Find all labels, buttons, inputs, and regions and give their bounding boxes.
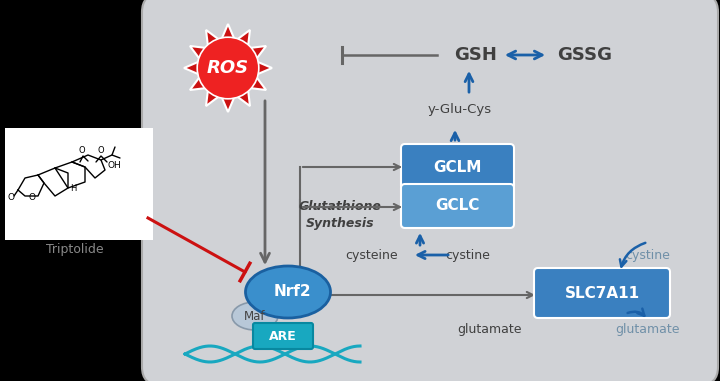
Text: glutamate: glutamate [616, 323, 680, 336]
Text: Triptolide: Triptolide [46, 243, 104, 256]
Text: Nrf2: Nrf2 [273, 285, 311, 299]
FancyBboxPatch shape [401, 184, 514, 228]
Text: Maf: Maf [244, 309, 266, 322]
Text: cystine: cystine [626, 248, 670, 261]
Text: GSH: GSH [454, 46, 498, 64]
Text: O: O [78, 146, 85, 155]
Ellipse shape [246, 266, 330, 318]
Text: OH: OH [108, 161, 122, 170]
Text: Glutathione
Synthesis: Glutathione Synthesis [299, 200, 382, 229]
Text: SLC7A11: SLC7A11 [564, 285, 639, 301]
Text: O: O [98, 146, 104, 155]
Text: O: O [29, 193, 35, 202]
Polygon shape [184, 24, 272, 112]
FancyBboxPatch shape [534, 268, 670, 318]
Circle shape [197, 37, 258, 99]
Text: GCLC: GCLC [435, 199, 480, 213]
Bar [5, 128, 153, 240]
Text: cysteine: cysteine [346, 248, 398, 261]
Text: GSSG: GSSG [557, 46, 613, 64]
Text: H: H [70, 184, 76, 193]
FancyBboxPatch shape [142, 0, 718, 381]
Text: cystine: cystine [446, 248, 490, 261]
Ellipse shape [232, 302, 278, 330]
Text: GCLM: GCLM [433, 160, 481, 174]
Text: O: O [7, 193, 14, 202]
Text: glutamate: glutamate [458, 323, 522, 336]
Text: y-Glu-Cys: y-Glu-Cys [428, 104, 492, 117]
FancyBboxPatch shape [253, 323, 313, 349]
Text: ROS: ROS [207, 59, 249, 77]
Text: ARE: ARE [269, 330, 297, 343]
FancyBboxPatch shape [401, 144, 514, 190]
